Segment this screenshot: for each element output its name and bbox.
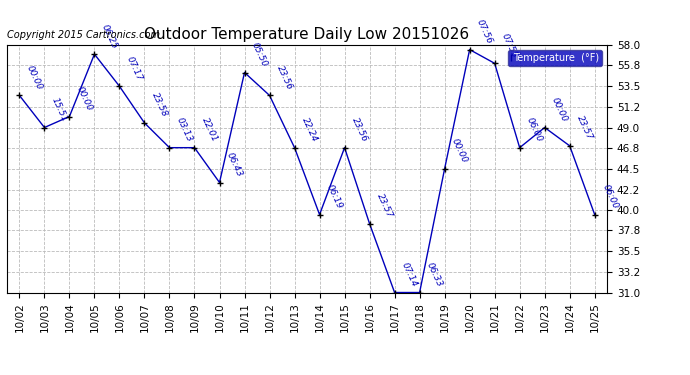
Text: 00:00: 00:00: [550, 96, 569, 123]
Text: 06:00: 06:00: [525, 116, 544, 144]
Text: 07:14: 07:14: [400, 261, 420, 288]
Title: Outdoor Temperature Daily Low 20151026: Outdoor Temperature Daily Low 20151026: [144, 27, 470, 42]
Text: 23:56: 23:56: [350, 116, 369, 144]
Text: 06:19: 06:19: [325, 183, 344, 210]
Text: 23:57: 23:57: [575, 114, 594, 142]
Text: 03:13: 03:13: [175, 116, 194, 144]
Text: 06:43: 06:43: [225, 151, 244, 178]
Text: Copyright 2015 Cartronics.com: Copyright 2015 Cartronics.com: [7, 30, 160, 40]
Text: 05:50: 05:50: [250, 41, 269, 68]
Text: 07:55: 07:55: [500, 32, 520, 59]
Text: 15:51: 15:51: [50, 96, 69, 123]
Text: 06:00: 06:00: [600, 183, 620, 210]
Text: 22:01: 22:01: [200, 116, 219, 144]
Text: 00:00: 00:00: [75, 85, 94, 112]
Legend: Temperature  (°F): Temperature (°F): [509, 50, 602, 66]
Text: 23:56: 23:56: [275, 64, 294, 91]
Text: 07:56: 07:56: [475, 18, 494, 45]
Text: 23:57: 23:57: [375, 192, 394, 220]
Text: 22:24: 22:24: [300, 116, 319, 144]
Text: 06:33: 06:33: [425, 261, 444, 288]
Text: 23:58: 23:58: [150, 92, 169, 119]
Text: 06:25: 06:25: [100, 22, 119, 50]
Text: 07:17: 07:17: [125, 55, 144, 82]
Text: 00:00: 00:00: [25, 64, 44, 91]
Text: 00:00: 00:00: [450, 137, 469, 165]
